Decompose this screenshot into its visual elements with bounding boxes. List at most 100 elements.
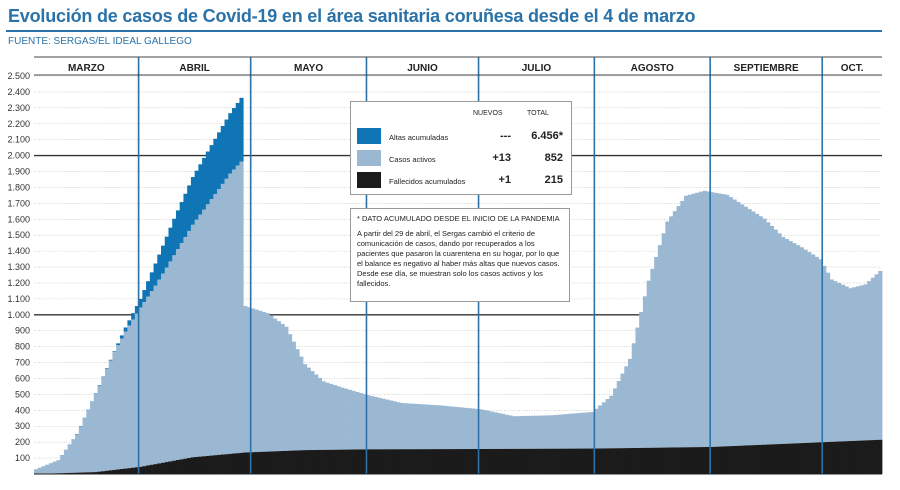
month-label: OCT. — [841, 63, 864, 74]
activos-bar — [284, 326, 289, 451]
activos-bar — [725, 194, 730, 447]
activos-bar — [108, 360, 113, 471]
altas-bar — [138, 298, 143, 308]
activos-bar — [261, 311, 267, 452]
fallecidos-bar — [482, 448, 487, 474]
activos-bar — [624, 366, 629, 449]
fallecidos-bar — [564, 448, 569, 474]
activos-bar — [773, 229, 778, 445]
fallecidos-bar — [119, 469, 125, 474]
fallecidos-bar — [717, 446, 722, 474]
activos-bar — [112, 352, 117, 470]
fallecidos-bar — [452, 449, 457, 474]
fallecidos-bar — [702, 447, 707, 474]
altas-bar — [213, 138, 218, 195]
fallecidos-bar — [676, 447, 681, 474]
fallecidos-bar — [706, 446, 711, 474]
fallecidos-bar — [784, 443, 790, 474]
fallecidos-bar — [855, 440, 860, 474]
activos-bar — [175, 249, 181, 461]
fallecidos-bar — [519, 448, 524, 474]
activos-bar — [347, 389, 352, 450]
fallecidos-bar — [818, 442, 823, 474]
fallecidos-bar — [583, 448, 588, 474]
fallecidos-bar — [190, 457, 196, 474]
legend-label-activos: Casos activos — [389, 155, 436, 164]
fallecidos-bar — [381, 449, 386, 474]
fallecidos-bar — [493, 448, 498, 474]
activos-bar — [616, 381, 621, 449]
activos-bar — [235, 165, 240, 454]
activos-bar — [190, 224, 196, 458]
altas-bar — [164, 236, 169, 268]
activos-bar — [411, 403, 416, 450]
altas-bar — [231, 108, 237, 170]
activos-bar — [183, 237, 188, 459]
activos-bar — [444, 406, 450, 450]
fallecidos-bar — [710, 446, 715, 474]
month-label: MARZO — [68, 63, 105, 74]
activos-bar — [500, 413, 506, 449]
fallecidos-bar — [624, 448, 629, 474]
activos-bar — [702, 190, 707, 448]
activos-bar — [482, 409, 487, 449]
y-tick-label: 2.200 — [7, 119, 30, 129]
fallecidos-bar — [172, 460, 177, 474]
note-box: * DATO ACUMULADO DESDE EL INICIO DE LA P… — [350, 208, 570, 302]
fallecidos-bar — [497, 448, 502, 474]
activos-bar — [314, 374, 319, 450]
fallecidos-bar — [97, 471, 102, 474]
month-label: JULIO — [522, 63, 552, 74]
fallecidos-bar — [616, 448, 621, 474]
fallecidos-bar — [829, 441, 834, 474]
fallecidos-bar — [852, 440, 857, 474]
activos-bar — [598, 405, 603, 449]
activos-bar — [407, 403, 412, 450]
activos-bar — [542, 415, 547, 449]
fallecidos-bar — [661, 447, 666, 474]
fallecidos-bar — [288, 450, 293, 474]
fallecidos-bar — [598, 448, 603, 474]
altas-bar — [157, 254, 162, 280]
activos-bar — [814, 256, 819, 443]
fallecidos-bar — [396, 449, 401, 474]
activos-bar — [41, 466, 46, 474]
y-tick-label: 1.100 — [7, 294, 30, 304]
activos-bar — [288, 334, 293, 451]
altas-bar — [172, 218, 177, 256]
activos-bar — [833, 281, 838, 442]
fallecidos-bar — [187, 457, 192, 474]
activos-bar — [276, 321, 281, 452]
fallecidos-bar — [448, 449, 453, 474]
altas-bar — [220, 125, 225, 184]
fallecidos-bar — [377, 449, 382, 474]
month-label: ABRIL — [179, 63, 210, 74]
activos-bar — [594, 408, 599, 449]
altas-bar — [175, 210, 181, 250]
activos-bar — [194, 219, 199, 457]
activos-bar — [549, 415, 554, 449]
y-tick-label: 1.300 — [7, 262, 30, 272]
fallecidos-bar — [441, 449, 446, 474]
altas-bar — [90, 401, 95, 403]
activos-bar — [590, 411, 595, 449]
legend-box: NUEVOS TOTAL Altas acumuladas --- 6.456*… — [350, 101, 572, 195]
y-tick-label: 1.900 — [7, 167, 30, 177]
activos-bar — [179, 243, 184, 460]
fallecidos-bar — [138, 466, 143, 474]
fallecidos-bar — [295, 450, 300, 474]
fallecidos-bar — [224, 454, 229, 474]
y-tick-label: 2.400 — [7, 87, 30, 97]
y-tick-label: 400 — [15, 405, 30, 415]
month-band — [138, 57, 251, 75]
altas-bar — [112, 351, 117, 353]
activos-bar — [317, 377, 323, 450]
activos-bar — [534, 415, 539, 449]
activos-bar — [639, 311, 644, 448]
activos-bar — [67, 444, 72, 473]
activos-bar — [818, 259, 823, 443]
fallecidos-bar — [463, 449, 468, 474]
activos-bar — [299, 356, 304, 451]
fallecidos-bar — [811, 442, 816, 474]
